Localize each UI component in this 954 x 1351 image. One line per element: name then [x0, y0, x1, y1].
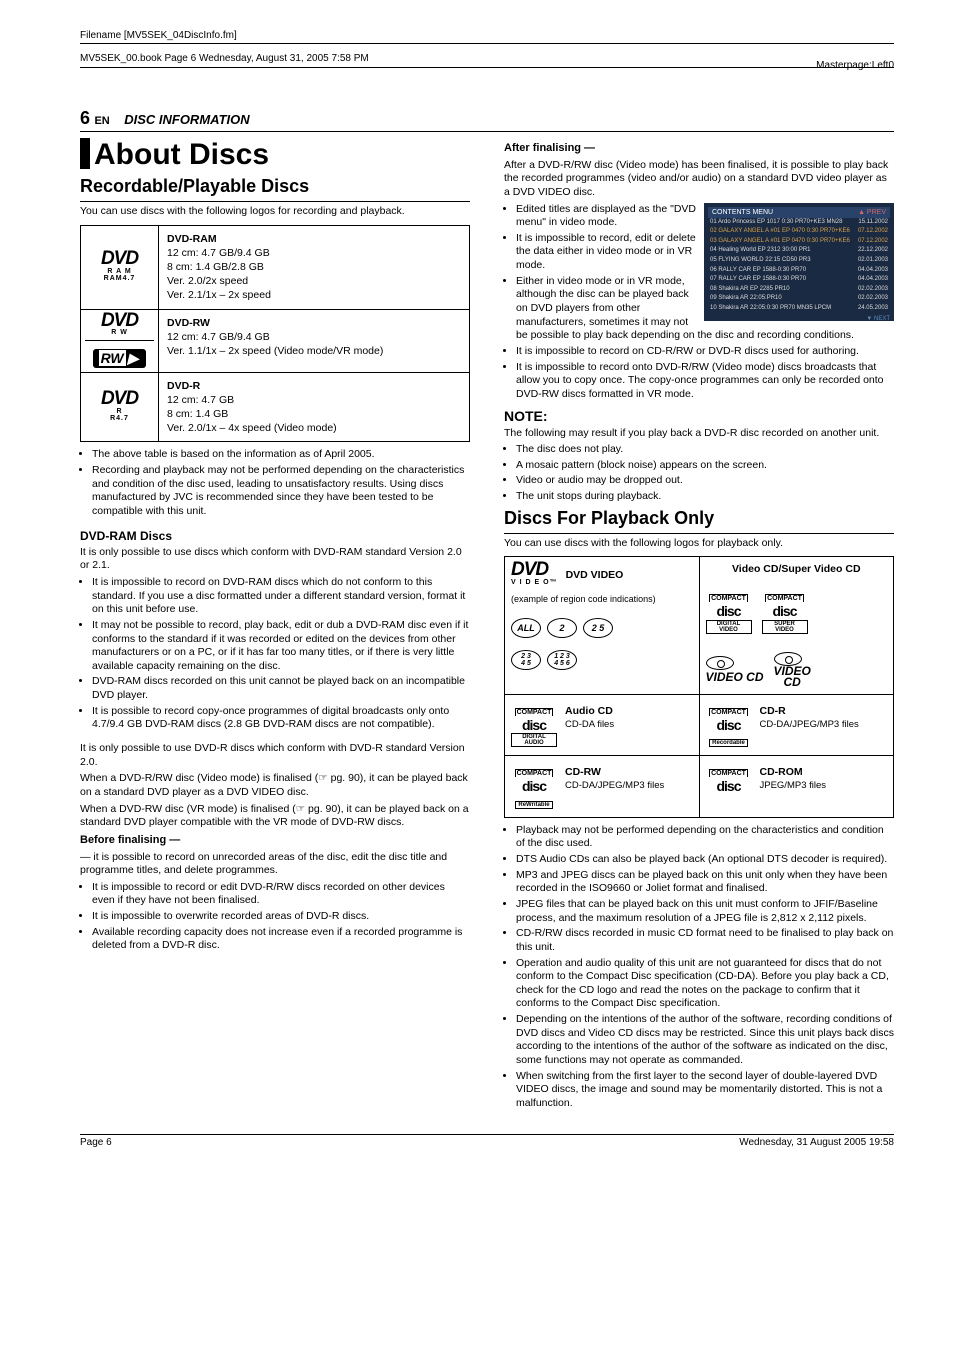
filename-bar: Filename [MV5SEK_04DiscInfo.fm] [80, 30, 894, 44]
before-finalising-heading: Before finalising — [80, 833, 470, 848]
dvd-rw-title: DVD-RW [167, 317, 210, 329]
footer-page: Page 6 [80, 1137, 112, 1148]
dvd-r-logo: DVD R R4.7 [81, 373, 159, 442]
compact-recordable-icon: COMPACTdiscRecordable [706, 701, 752, 750]
region-2345-icon: 2 3 4 5 [511, 650, 541, 670]
rw-badge-icon: RW▶ [93, 349, 147, 368]
region-codes: ALL 2 2 5 [511, 618, 613, 638]
page-header: 6 EN DISC INFORMATION [80, 108, 894, 132]
section-title: DISC INFORMATION [124, 112, 249, 127]
audio-cd-cell: COMPACTdiscDIGITAL AUDIO Audio CD CD-DA … [505, 695, 700, 756]
compact-cdrom-icon: COMPACTdisc [706, 762, 752, 793]
dvd-rrw-p3: When a DVD-RW disc (VR mode) is finalise… [80, 803, 470, 830]
main-title: About Discs [80, 138, 470, 172]
compact-super-video-icon: COMPACTdiscSUPER VIDEO [762, 587, 808, 636]
compact-digital-video-icon: COMPACTdiscDIGITAL VIDEO [706, 587, 752, 636]
recordable-heading: Recordable/Playable Discs [80, 176, 470, 202]
note-intro: The following may result if you play bac… [504, 427, 894, 441]
disc-row-rw: DVD R W RW▶ DVD-RW 12 cm: 4.7 GB/9.4 GB … [81, 310, 469, 373]
footer-date: Wednesday, 31 August 2005 19:58 [739, 1137, 894, 1148]
dvd-ram-heading: DVD-RAM Discs [80, 529, 470, 543]
video-cd2-logo-icon: VIDEO CD [774, 652, 811, 688]
disc-row-r: DVD R R4.7 DVD-R 12 cm: 4.7 GB 8 cm: 1.4… [81, 373, 469, 442]
dvd-ram-logo: DVD R A M RAM4.7 [81, 226, 159, 309]
dvd-ram-title: DVD-RAM [167, 233, 217, 245]
page: Filename [MV5SEK_04DiscInfo.fm] Masterpa… [0, 0, 954, 1168]
dvd-ram-intro: It is only possible to use discs which c… [80, 546, 470, 573]
recordable-notes: The above table is based on the informat… [80, 448, 470, 518]
disc-row-ram: DVD R A M RAM4.7 DVD-RAM 12 cm: 4.7 GB/9… [81, 226, 469, 310]
playback-grid: DVD V I D E O™ DVD VIDEO (example of reg… [504, 556, 894, 817]
after-finalising-heading: After finalising — [504, 141, 894, 156]
playback-bullets: Playback may not be performed depending … [504, 824, 894, 1111]
dvd-video-cell: DVD V I D E O™ DVD VIDEO (example of reg… [505, 557, 700, 693]
region-25-icon: 2 5 [583, 618, 613, 638]
compact-digital-audio-icon: COMPACTdiscDIGITAL AUDIO [511, 701, 557, 750]
recordable-intro: You can use discs with the following log… [80, 205, 470, 219]
note-heading: NOTE: [504, 408, 894, 424]
dvd-video-logo-icon: DVD V I D E O™ [511, 563, 558, 585]
after-finalising-intro: After a DVD-R/RW disc (Video mode) has b… [504, 159, 894, 200]
playback-intro: You can use discs with the following log… [504, 537, 894, 551]
dvd-rrw-p2: When a DVD-R/RW disc (Video mode) is fin… [80, 772, 470, 799]
page-lang: EN [94, 115, 109, 127]
cdrom-cell: COMPACTdisc CD-ROM JPEG/MP3 files [700, 756, 894, 817]
before-finalising-intro: — it is possible to record on unrecorded… [80, 851, 470, 878]
cdrw-cell: COMPACTdiscReWritable CD-RW CD-DA/JPEG/M… [505, 756, 700, 817]
region-123456-icon: 1 2 3 4 5 6 [547, 650, 577, 670]
page-number: 6 [80, 108, 90, 128]
disc-table: DVD R A M RAM4.7 DVD-RAM 12 cm: 4.7 GB/9… [80, 225, 470, 443]
right-column: After finalising — After a DVD-R/RW disc… [504, 138, 894, 1114]
video-cd-logo-icon: VIDEO CD [706, 656, 764, 684]
masterpage-label: Masterpage:Left0 [816, 60, 894, 71]
dvd-ram-bullets: It is impossible to record on DVD-RAM di… [80, 576, 470, 732]
before-finalising-bullets: It is impossible to record or edit DVD-R… [80, 881, 470, 953]
vcd-cell: Video CD/Super Video CD COMPACTdiscDIGIT… [700, 557, 894, 693]
region-all-icon: ALL [511, 618, 541, 638]
cdr-cell: COMPACTdiscRecordable CD-R CD-DA/JPEG/MP… [700, 695, 894, 756]
compact-rewritable-icon: COMPACTdiscReWritable [511, 762, 557, 811]
note-bullets: The disc does not play. A mosaic pattern… [504, 443, 894, 504]
dvd-rw-logo: DVD R W RW▶ [81, 310, 159, 372]
contents-menu-thumbnail: CONTENTS MENU ▲ PREV 01 Ardo Princess EP… [704, 203, 894, 321]
playback-heading: Discs For Playback Only [504, 508, 894, 534]
book-info: MV5SEK_00.book Page 6 Wednesday, August … [80, 50, 894, 68]
dvd-r-title: DVD-R [167, 380, 200, 392]
dvd-rrw-p1: It is only possible to use DVD-R discs w… [80, 742, 470, 769]
region-2-icon: 2 [547, 618, 577, 638]
left-column: About Discs Recordable/Playable Discs Yo… [80, 138, 470, 1114]
page-footer: Page 6 Wednesday, 31 August 2005 19:58 [80, 1134, 894, 1148]
